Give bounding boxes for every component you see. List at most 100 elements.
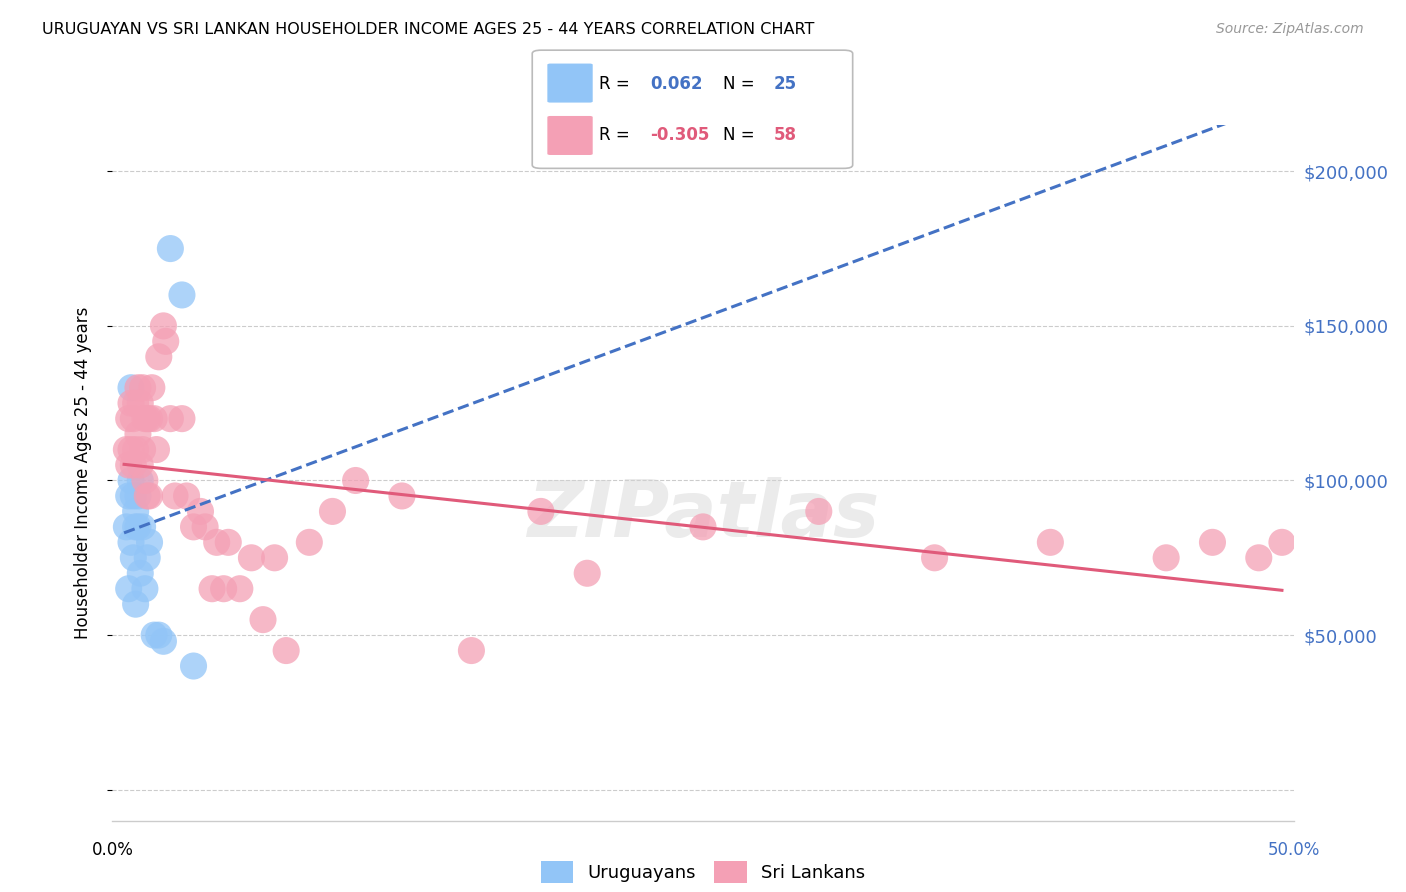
Y-axis label: Householder Income Ages 25 - 44 years: Householder Income Ages 25 - 44 years bbox=[73, 307, 91, 639]
Point bbox=[138, 489, 160, 503]
Point bbox=[122, 489, 145, 503]
Legend: Uruguayans, Sri Lankans: Uruguayans, Sri Lankans bbox=[531, 852, 875, 892]
Point bbox=[205, 535, 228, 549]
Point bbox=[115, 520, 138, 534]
Point bbox=[1154, 550, 1177, 565]
Point bbox=[127, 381, 149, 395]
Point bbox=[136, 550, 159, 565]
Point bbox=[138, 535, 160, 549]
Point bbox=[127, 427, 149, 442]
Point bbox=[229, 582, 252, 596]
Point bbox=[118, 489, 141, 503]
Point bbox=[120, 381, 142, 395]
Point bbox=[143, 628, 166, 642]
Point bbox=[148, 350, 170, 364]
Point bbox=[129, 566, 152, 581]
Point bbox=[122, 550, 145, 565]
Point bbox=[131, 520, 153, 534]
Point bbox=[924, 550, 946, 565]
Point bbox=[134, 582, 156, 596]
Point bbox=[152, 634, 174, 648]
Point bbox=[152, 318, 174, 333]
Text: N =: N = bbox=[723, 75, 759, 93]
Text: N =: N = bbox=[723, 126, 759, 144]
Point bbox=[1039, 535, 1062, 549]
Point bbox=[194, 520, 217, 534]
Text: 58: 58 bbox=[775, 126, 797, 144]
Point bbox=[276, 643, 298, 657]
Point bbox=[240, 550, 263, 565]
Point bbox=[148, 628, 170, 642]
Point bbox=[124, 442, 146, 457]
Point bbox=[263, 550, 285, 565]
Point bbox=[124, 597, 146, 611]
Text: 0.062: 0.062 bbox=[650, 75, 703, 93]
Text: 0.0%: 0.0% bbox=[91, 840, 134, 858]
Point bbox=[136, 411, 159, 425]
FancyBboxPatch shape bbox=[547, 63, 593, 103]
Point bbox=[576, 566, 599, 581]
Point bbox=[201, 582, 224, 596]
Point bbox=[129, 458, 152, 472]
Point bbox=[118, 411, 141, 425]
Point bbox=[344, 474, 367, 488]
Point bbox=[124, 504, 146, 518]
Point bbox=[145, 442, 167, 457]
Point bbox=[807, 504, 830, 518]
Point bbox=[120, 396, 142, 410]
Point bbox=[127, 489, 149, 503]
Point bbox=[124, 396, 146, 410]
Point bbox=[129, 396, 152, 410]
Point bbox=[118, 582, 141, 596]
Point bbox=[190, 504, 212, 518]
Text: URUGUAYAN VS SRI LANKAN HOUSEHOLDER INCOME AGES 25 - 44 YEARS CORRELATION CHART: URUGUAYAN VS SRI LANKAN HOUSEHOLDER INCO… bbox=[42, 22, 814, 37]
Point bbox=[159, 411, 181, 425]
Point bbox=[129, 474, 152, 488]
Point bbox=[120, 474, 142, 488]
FancyBboxPatch shape bbox=[533, 50, 852, 169]
Point bbox=[1201, 535, 1223, 549]
FancyBboxPatch shape bbox=[547, 116, 593, 155]
Point bbox=[1271, 535, 1294, 549]
Point bbox=[298, 535, 321, 549]
Point bbox=[460, 643, 482, 657]
Point bbox=[252, 613, 274, 627]
Point bbox=[124, 520, 146, 534]
Point bbox=[391, 489, 413, 503]
Point bbox=[183, 659, 205, 673]
Point bbox=[176, 489, 198, 503]
Text: ZIPatlas: ZIPatlas bbox=[527, 476, 879, 552]
Point bbox=[141, 381, 163, 395]
Point bbox=[122, 411, 145, 425]
Point bbox=[163, 489, 186, 503]
Point bbox=[120, 442, 142, 457]
Point bbox=[530, 504, 553, 518]
Point bbox=[122, 458, 145, 472]
Point bbox=[170, 288, 193, 302]
Text: R =: R = bbox=[599, 126, 634, 144]
Point bbox=[170, 411, 193, 425]
Point bbox=[159, 242, 181, 256]
Text: 50.0%: 50.0% bbox=[1267, 840, 1320, 858]
Text: -0.305: -0.305 bbox=[650, 126, 710, 144]
Point bbox=[120, 535, 142, 549]
Point bbox=[115, 442, 138, 457]
Point bbox=[131, 381, 153, 395]
Text: R =: R = bbox=[599, 75, 634, 93]
Point bbox=[118, 458, 141, 472]
Point bbox=[134, 474, 156, 488]
Text: Source: ZipAtlas.com: Source: ZipAtlas.com bbox=[1216, 22, 1364, 37]
Point bbox=[1247, 550, 1270, 565]
Point bbox=[212, 582, 235, 596]
Point bbox=[138, 411, 160, 425]
Point bbox=[134, 411, 156, 425]
Point bbox=[127, 520, 149, 534]
Point bbox=[136, 489, 159, 503]
Point bbox=[217, 535, 239, 549]
Point bbox=[321, 504, 343, 518]
Point bbox=[692, 520, 714, 534]
Point bbox=[155, 334, 177, 349]
Point bbox=[143, 411, 166, 425]
Point bbox=[131, 442, 153, 457]
Text: 25: 25 bbox=[775, 75, 797, 93]
